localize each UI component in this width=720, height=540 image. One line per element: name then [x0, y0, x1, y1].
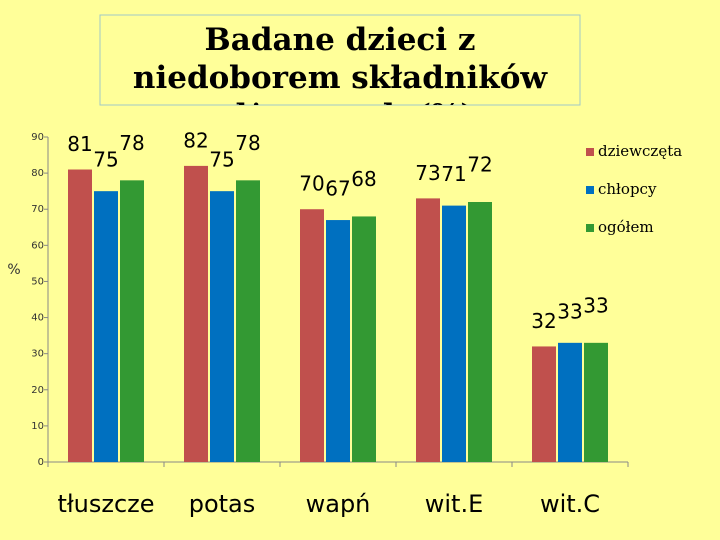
- value-label: 73: [415, 161, 440, 185]
- value-label: 70: [299, 172, 324, 196]
- value-label: 82: [183, 128, 208, 152]
- x-tick-label: tłuszcze: [57, 490, 154, 518]
- title-wrap: Badane dzieci z niedoborem składników od…: [132, 22, 548, 105]
- bar: [236, 180, 260, 463]
- bar: [210, 191, 234, 462]
- legend-swatch: [586, 186, 594, 194]
- bar: [94, 191, 118, 462]
- x-tick-label: potas: [189, 490, 256, 518]
- legend-swatch: [586, 224, 594, 232]
- value-label: 33: [557, 299, 582, 323]
- bar: [184, 165, 208, 462]
- y-tick-label: 30: [31, 349, 44, 360]
- x-tick-label: wit.E: [425, 490, 484, 518]
- value-label: 78: [235, 131, 260, 155]
- x-tick-label: wapń: [306, 490, 371, 518]
- y-tick-label: 40: [31, 313, 44, 324]
- bar: [120, 180, 144, 463]
- x-tick-label: wit.C: [540, 490, 600, 518]
- title-box: [99, 14, 581, 106]
- y-tick-label: 50: [31, 276, 44, 287]
- y-tick-label: 80: [31, 168, 44, 179]
- bar: [442, 205, 466, 462]
- y-tick-label: 10: [31, 421, 44, 432]
- value-label: 33: [583, 293, 608, 317]
- legend-label: ogółem: [598, 218, 654, 236]
- bar: [326, 220, 350, 462]
- y-axis-label: %: [7, 262, 20, 278]
- value-label: 75: [93, 148, 118, 172]
- bar: [300, 209, 324, 462]
- value-label: 75: [209, 148, 234, 172]
- bar: [584, 342, 608, 462]
- bar: [68, 169, 92, 462]
- value-label: 68: [351, 167, 376, 191]
- value-label: 32: [531, 309, 556, 333]
- bar: [352, 216, 376, 462]
- bar: [532, 346, 556, 462]
- y-tick-label: 0: [38, 457, 44, 468]
- bar: [468, 202, 492, 462]
- value-label: 78: [119, 131, 144, 155]
- value-label: 81: [67, 132, 92, 156]
- legend-label: chłopcy: [598, 180, 657, 198]
- value-label: 72: [467, 153, 492, 177]
- legend-swatch: [586, 148, 594, 156]
- bar: [558, 342, 582, 462]
- y-tick-label: 70: [31, 204, 44, 215]
- value-label: 67: [325, 177, 350, 201]
- bar: [416, 198, 440, 462]
- chart-title: Badane dzieci z niedoborem składników od…: [132, 22, 548, 105]
- y-tick-label: 20: [31, 385, 44, 396]
- y-tick-label: 90: [31, 132, 44, 143]
- legend-label: dziewczęta: [598, 142, 682, 160]
- value-label: 71: [441, 162, 466, 186]
- y-tick-label: 60: [31, 240, 44, 251]
